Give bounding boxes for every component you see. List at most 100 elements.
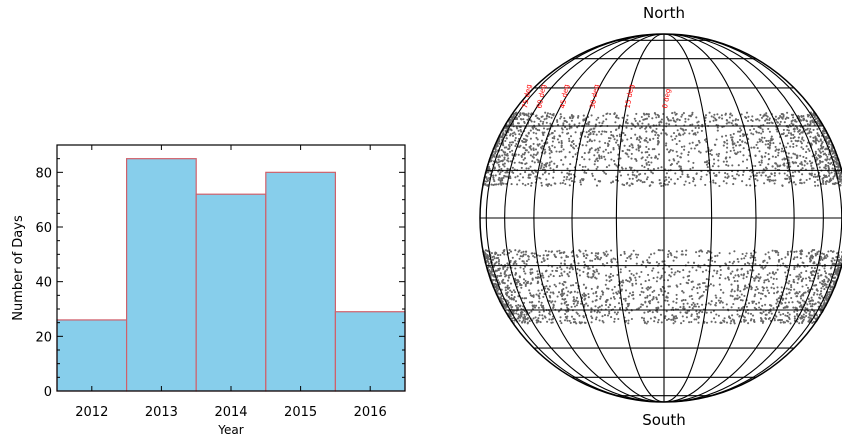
data-point [781,148,783,150]
data-point [713,120,715,122]
data-point [692,180,694,182]
data-point [745,117,747,119]
data-point [726,303,728,305]
data-point [557,296,559,298]
data-point [812,121,814,123]
data-point [716,113,718,115]
data-point [760,132,762,134]
data-point [493,263,495,265]
data-point [665,184,667,186]
data-point [519,275,521,277]
data-point [544,118,546,120]
data-point [587,275,589,277]
data-point [558,291,560,293]
data-point [625,152,627,154]
data-point [524,273,526,275]
data-point [804,291,806,293]
data-point [614,258,616,260]
data-point [539,292,541,294]
data-point [750,147,752,149]
data-point [775,146,777,148]
data-point [717,130,719,132]
bar-2015 [266,172,336,391]
data-point [616,135,618,137]
data-point [665,176,667,178]
data-point [712,179,714,181]
data-point [737,288,739,290]
data-point [731,289,733,291]
data-point [666,134,668,136]
data-point [786,174,788,176]
data-point [585,250,587,252]
data-point [760,317,762,319]
data-point [793,288,795,290]
data-point [682,315,684,317]
data-point [498,143,500,145]
data-point [531,171,533,173]
data-point [752,315,754,317]
data-point [666,319,668,321]
data-point [498,281,500,283]
data-point [790,132,792,134]
data-point [530,185,532,187]
data-point [573,296,575,298]
data-point [568,174,570,176]
data-point [815,157,817,159]
data-point [737,261,739,263]
data-point [775,119,777,121]
data-point [726,123,728,125]
data-point [706,278,708,280]
data-point [635,253,637,255]
data-point [610,266,612,268]
data-point [560,268,562,270]
data-point [805,315,807,317]
data-point [811,173,813,175]
data-point [546,291,548,293]
data-point [561,171,563,173]
data-point [801,285,803,287]
data-point [684,299,686,301]
data-point [599,298,601,300]
data-point [698,306,700,308]
data-point [802,167,804,169]
data-point [509,249,511,251]
data-point [698,127,700,129]
data-point [817,277,819,279]
data-point [697,131,699,133]
data-point [564,183,566,185]
data-point [673,132,675,134]
data-point [743,321,745,323]
data-point [806,163,808,165]
data-point [769,139,771,141]
data-point [793,268,795,270]
data-point [545,250,547,252]
data-point [643,319,645,321]
data-point [530,269,532,271]
data-point [797,278,799,280]
data-point [605,131,607,133]
data-point [831,167,833,169]
data-point [629,145,631,147]
data-point [520,252,522,254]
data-point [758,119,760,121]
data-point [760,174,762,176]
data-point [624,134,626,136]
data-point [566,172,568,174]
data-point [802,316,804,318]
data-point [598,131,600,133]
data-point [721,114,723,116]
data-point [781,150,783,152]
data-point [804,160,806,162]
data-point [530,283,532,285]
data-point [762,286,764,288]
data-point [822,305,824,307]
data-point [688,275,690,277]
data-point [543,131,545,133]
data-point [595,291,597,293]
data-point [515,260,517,262]
data-point [548,173,550,175]
data-point [769,272,771,274]
data-point [525,280,527,282]
data-point [596,295,598,297]
data-point [762,141,764,143]
